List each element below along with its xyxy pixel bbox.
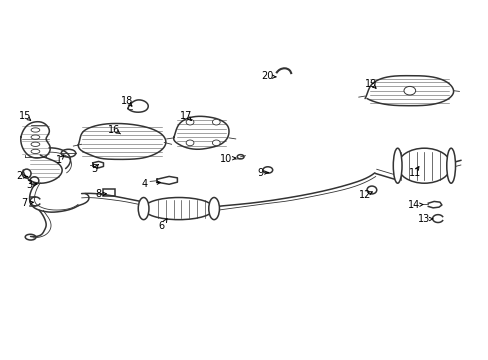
Ellipse shape bbox=[446, 148, 455, 183]
Text: 15: 15 bbox=[19, 111, 31, 121]
Circle shape bbox=[186, 119, 194, 125]
Text: 20: 20 bbox=[261, 71, 273, 81]
Text: 19: 19 bbox=[364, 78, 376, 89]
Text: 6: 6 bbox=[159, 221, 164, 231]
Ellipse shape bbox=[143, 198, 214, 220]
Text: 11: 11 bbox=[407, 168, 420, 178]
Text: 8: 8 bbox=[95, 189, 102, 199]
Circle shape bbox=[212, 119, 220, 125]
Text: 4: 4 bbox=[142, 179, 147, 189]
Text: 18: 18 bbox=[121, 96, 133, 107]
Ellipse shape bbox=[392, 148, 401, 183]
Circle shape bbox=[212, 140, 220, 146]
Ellipse shape bbox=[263, 167, 272, 173]
Circle shape bbox=[186, 140, 194, 146]
Text: 13: 13 bbox=[417, 214, 429, 224]
Text: 3: 3 bbox=[26, 180, 33, 190]
Text: 7: 7 bbox=[21, 198, 28, 208]
Text: 2: 2 bbox=[17, 171, 23, 181]
Text: 10: 10 bbox=[220, 154, 232, 163]
Text: 14: 14 bbox=[407, 200, 419, 210]
Ellipse shape bbox=[366, 186, 376, 194]
Ellipse shape bbox=[397, 148, 450, 183]
Text: 9: 9 bbox=[257, 168, 263, 178]
Text: 16: 16 bbox=[108, 125, 120, 135]
Ellipse shape bbox=[208, 198, 219, 220]
Text: 1: 1 bbox=[56, 156, 61, 165]
Circle shape bbox=[403, 86, 415, 95]
Ellipse shape bbox=[138, 198, 149, 220]
Text: 17: 17 bbox=[180, 111, 192, 121]
Text: 5: 5 bbox=[91, 164, 98, 174]
Text: 12: 12 bbox=[358, 190, 370, 200]
